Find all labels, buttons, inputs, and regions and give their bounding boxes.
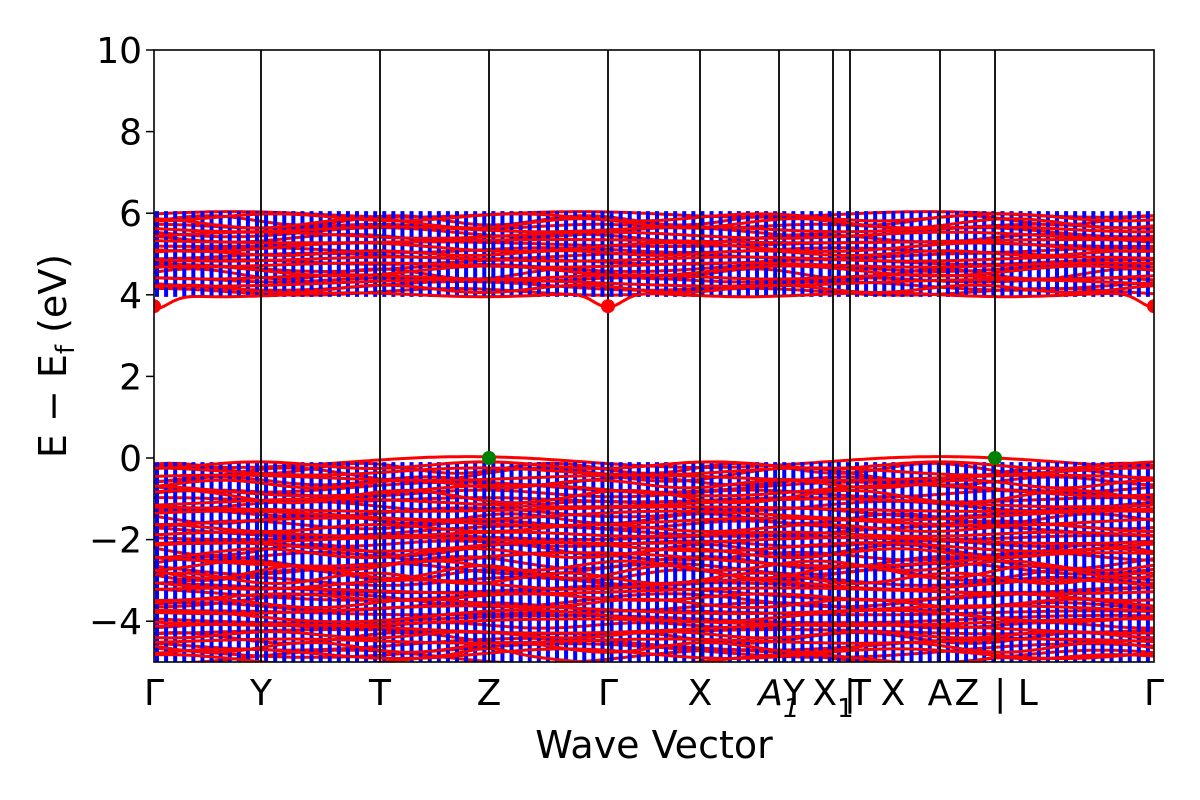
x-tick-label: T bbox=[848, 673, 872, 714]
x-tick-label: Z bbox=[955, 673, 980, 714]
conduction-band-minimum-marker bbox=[601, 299, 615, 314]
band-line-up-overlay bbox=[154, 586, 1154, 595]
band-line-up-overlay bbox=[154, 637, 1154, 645]
band-line-up-overlay bbox=[154, 592, 1154, 602]
band-line-up-overlay bbox=[154, 497, 1154, 509]
band-line-up-overlay bbox=[154, 255, 1154, 263]
x-tick-label: Γ bbox=[1144, 673, 1164, 714]
band-line-up-overlay bbox=[154, 238, 1154, 245]
band-line-up-overlay bbox=[154, 647, 1154, 662]
band-line-up-overlay bbox=[154, 249, 1154, 257]
band-line-up-overlay bbox=[154, 536, 1154, 545]
x-tick-label: Γ bbox=[598, 673, 618, 714]
y-tick-label: 0 bbox=[119, 439, 142, 480]
band-line-up-overlay bbox=[154, 291, 1154, 311]
x-tick-label: Y bbox=[249, 673, 273, 714]
band-line-up-overlay bbox=[154, 225, 1154, 233]
band-line-up-overlay bbox=[154, 559, 1154, 572]
y-tick-label: 6 bbox=[119, 194, 142, 235]
x-tick-label: X bbox=[688, 673, 713, 714]
band-line-up-overlay bbox=[154, 212, 1154, 223]
x-axis-label: Wave Vector bbox=[535, 723, 773, 767]
band-line-up-overlay bbox=[154, 523, 1154, 533]
y-tick-label: −4 bbox=[89, 602, 142, 643]
plot-frame bbox=[153, 49, 1155, 663]
band-line-up-overlay bbox=[154, 509, 1154, 522]
band-line-up-overlay bbox=[154, 217, 1154, 230]
y-tick-label: −2 bbox=[89, 521, 142, 562]
band-line-up-overlay bbox=[154, 489, 1154, 504]
band-line-up-overlay bbox=[154, 230, 1154, 240]
x-tick-label: Γ bbox=[144, 673, 164, 714]
y-tick-label: 10 bbox=[96, 31, 142, 72]
valence-band-maximum-marker bbox=[988, 451, 1002, 465]
band-lines-layer bbox=[154, 210, 1154, 662]
band-line-up-overlay bbox=[154, 571, 1154, 585]
conduction-band-minimum-marker bbox=[154, 299, 161, 314]
band-edge-markers-layer bbox=[154, 299, 1154, 465]
x-tick-label: X bbox=[881, 673, 906, 714]
band-line-up-overlay bbox=[154, 516, 1154, 527]
y-tick-label: 2 bbox=[119, 357, 142, 398]
y-axis-ticks: −4 −2 0 2 4 6 8 10 bbox=[89, 31, 154, 643]
band-line-up-overlay bbox=[154, 478, 1154, 490]
y-tick-label: 4 bbox=[119, 276, 142, 317]
band-line-up-overlay bbox=[154, 261, 1154, 269]
x-tick-label: T bbox=[368, 673, 392, 714]
conduction-band-minimum-marker bbox=[1147, 299, 1154, 314]
band-line-up-overlay bbox=[154, 551, 1154, 568]
band-line-up-overlay bbox=[154, 483, 1154, 498]
band-line-up-overlay bbox=[154, 547, 1154, 559]
band-line-up-overlay bbox=[154, 466, 1154, 477]
x-tick-label: | L bbox=[994, 673, 1038, 714]
valence-band-maximum-marker bbox=[482, 451, 496, 465]
band-line-up-overlay bbox=[154, 264, 1154, 278]
band-line-up-overlay bbox=[154, 541, 1154, 553]
band-line-up-overlay bbox=[154, 641, 1154, 654]
x-tick-label: | bbox=[844, 673, 856, 714]
y-tick-label: 8 bbox=[119, 113, 142, 154]
x-tick-label: A1 bbox=[756, 673, 799, 724]
band-line-up-overlay bbox=[154, 647, 1154, 660]
band-line-up-overlay bbox=[154, 608, 1154, 624]
band-line-up-overlay bbox=[154, 283, 1154, 294]
band-line-up-overlay bbox=[154, 460, 1154, 470]
x-tick-label: Z bbox=[477, 673, 502, 714]
x-tick-label: A bbox=[928, 673, 953, 714]
band-line-up-overlay bbox=[154, 505, 1154, 513]
high-symmetry-lines-layer bbox=[260, 50, 996, 662]
band-line-up-overlay bbox=[154, 578, 1154, 591]
band-line-up-overlay bbox=[154, 530, 1154, 538]
x-tick-label: Y bbox=[782, 673, 806, 714]
y-axis-label: E − Ef (eV) bbox=[31, 254, 81, 458]
band-line-up-overlay bbox=[154, 278, 1154, 288]
